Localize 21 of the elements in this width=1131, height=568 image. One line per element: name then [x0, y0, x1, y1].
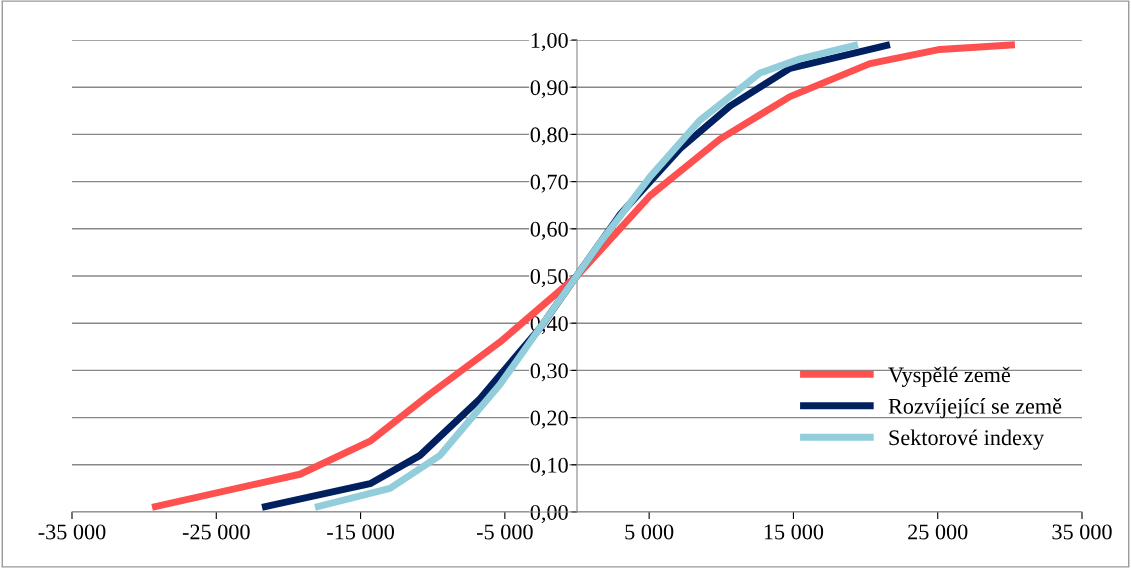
x-tick-label: 35 000 [1052, 524, 1112, 540]
legend-label: Vyspělé země [888, 366, 1010, 387]
legend-label: Sektorové indexy [889, 429, 1045, 450]
y-tick-label: 0,80 [530, 127, 568, 146]
x-tick-label: 5 000 [625, 524, 674, 540]
legend-label: Rozvíjející se země [888, 398, 1062, 419]
x-tick-label: -35 000 [38, 524, 106, 540]
y-tick-label: 0,00 [530, 504, 568, 524]
x-tick-label: 25 000 [908, 524, 968, 540]
y-tick-label: 0,20 [530, 410, 568, 429]
y-tick-label: 1,00 [531, 32, 568, 52]
x-tick-label: 15 000 [764, 524, 824, 540]
x-tick-label: -25 000 [182, 524, 250, 540]
y-tick-label: 0,10 [530, 457, 568, 476]
y-tick-label: 0,50 [530, 268, 568, 288]
y-tick-label: 0,90 [530, 80, 568, 99]
x-tick-label: -5 000 [476, 524, 533, 540]
y-tick-label: 0,60 [530, 221, 568, 240]
y-tick-label: 0,70 [530, 174, 568, 193]
y-tick-label: 0,30 [530, 363, 568, 382]
x-tick-label: -15 000 [327, 524, 394, 540]
